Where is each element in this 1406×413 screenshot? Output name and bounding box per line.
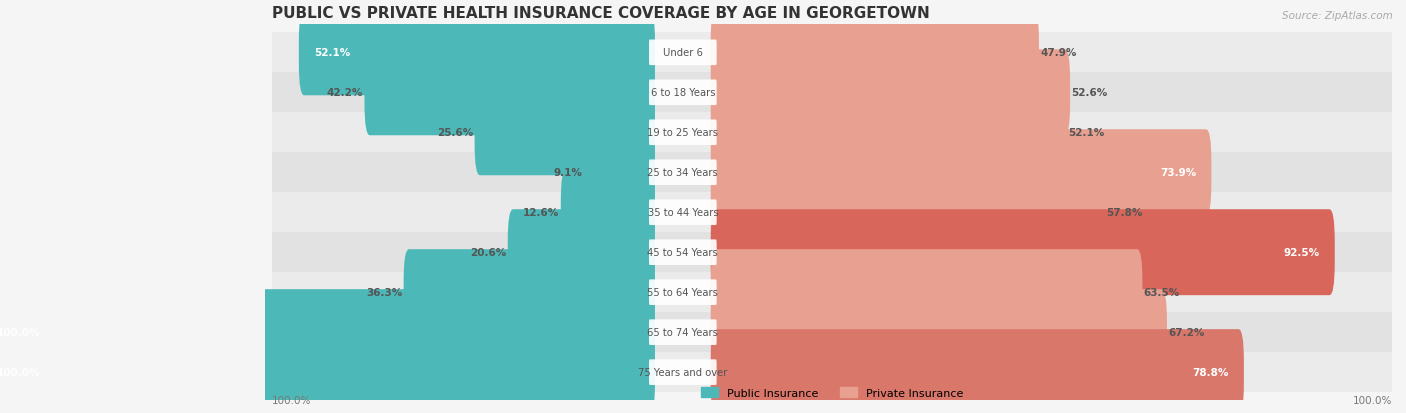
- Text: PUBLIC VS PRIVATE HEALTH INSURANCE COVERAGE BY AGE IN GEORGETOWN: PUBLIC VS PRIVATE HEALTH INSURANCE COVER…: [271, 6, 929, 21]
- FancyBboxPatch shape: [710, 130, 1212, 216]
- Text: 6 to 18 Years: 6 to 18 Years: [651, 88, 716, 98]
- FancyBboxPatch shape: [271, 193, 1392, 233]
- FancyBboxPatch shape: [710, 290, 1167, 375]
- Text: 19 to 25 Years: 19 to 25 Years: [647, 128, 718, 138]
- Text: 12.6%: 12.6%: [523, 208, 560, 218]
- Text: 36.3%: 36.3%: [366, 287, 402, 297]
- Text: 100.0%: 100.0%: [0, 367, 39, 377]
- FancyBboxPatch shape: [364, 50, 655, 136]
- FancyBboxPatch shape: [710, 249, 1143, 335]
- FancyBboxPatch shape: [271, 153, 1392, 193]
- FancyBboxPatch shape: [650, 80, 717, 106]
- FancyBboxPatch shape: [561, 170, 655, 256]
- Text: Source: ZipAtlas.com: Source: ZipAtlas.com: [1282, 11, 1392, 21]
- FancyBboxPatch shape: [271, 273, 1392, 312]
- FancyBboxPatch shape: [271, 312, 1392, 352]
- FancyBboxPatch shape: [650, 40, 717, 66]
- Text: 52.1%: 52.1%: [314, 48, 350, 58]
- Legend: Public Insurance, Private Insurance: Public Insurance, Private Insurance: [696, 382, 967, 402]
- Text: 100.0%: 100.0%: [271, 395, 311, 405]
- Text: 9.1%: 9.1%: [554, 168, 582, 178]
- Text: 35 to 44 Years: 35 to 44 Years: [648, 208, 718, 218]
- FancyBboxPatch shape: [271, 33, 1392, 73]
- FancyBboxPatch shape: [710, 170, 1105, 256]
- Text: 25 to 34 Years: 25 to 34 Years: [647, 168, 718, 178]
- Text: 55 to 64 Years: 55 to 64 Years: [647, 287, 718, 297]
- Text: 67.2%: 67.2%: [1168, 328, 1205, 337]
- Text: Under 6: Under 6: [662, 48, 703, 58]
- Text: 92.5%: 92.5%: [1284, 248, 1319, 258]
- FancyBboxPatch shape: [299, 10, 655, 96]
- Text: 20.6%: 20.6%: [470, 248, 506, 258]
- FancyBboxPatch shape: [710, 90, 1067, 176]
- Text: 65 to 74 Years: 65 to 74 Years: [647, 328, 718, 337]
- FancyBboxPatch shape: [475, 90, 655, 176]
- Text: 75 Years and over: 75 Years and over: [638, 367, 727, 377]
- FancyBboxPatch shape: [404, 249, 655, 335]
- FancyBboxPatch shape: [583, 130, 655, 216]
- FancyBboxPatch shape: [650, 200, 717, 225]
- FancyBboxPatch shape: [650, 280, 717, 305]
- FancyBboxPatch shape: [271, 73, 1392, 113]
- Text: 25.6%: 25.6%: [437, 128, 474, 138]
- Text: 52.1%: 52.1%: [1069, 128, 1104, 138]
- FancyBboxPatch shape: [650, 320, 717, 345]
- Text: 52.6%: 52.6%: [1071, 88, 1108, 98]
- Text: 78.8%: 78.8%: [1192, 367, 1229, 377]
- FancyBboxPatch shape: [710, 329, 1244, 413]
- Text: 57.8%: 57.8%: [1107, 208, 1142, 218]
- FancyBboxPatch shape: [650, 359, 717, 385]
- FancyBboxPatch shape: [508, 210, 655, 295]
- Text: 42.2%: 42.2%: [326, 88, 363, 98]
- FancyBboxPatch shape: [710, 10, 1039, 96]
- FancyBboxPatch shape: [650, 160, 717, 185]
- FancyBboxPatch shape: [710, 210, 1334, 295]
- FancyBboxPatch shape: [0, 329, 655, 413]
- Text: 73.9%: 73.9%: [1160, 168, 1197, 178]
- FancyBboxPatch shape: [650, 240, 717, 266]
- Text: 45 to 54 Years: 45 to 54 Years: [647, 248, 718, 258]
- Text: 63.5%: 63.5%: [1143, 287, 1180, 297]
- Text: 100.0%: 100.0%: [1353, 395, 1392, 405]
- FancyBboxPatch shape: [271, 352, 1392, 392]
- FancyBboxPatch shape: [650, 120, 717, 146]
- Text: 47.9%: 47.9%: [1040, 48, 1077, 58]
- Text: 100.0%: 100.0%: [0, 328, 39, 337]
- FancyBboxPatch shape: [710, 50, 1070, 136]
- FancyBboxPatch shape: [271, 113, 1392, 153]
- FancyBboxPatch shape: [0, 290, 655, 375]
- FancyBboxPatch shape: [271, 233, 1392, 273]
